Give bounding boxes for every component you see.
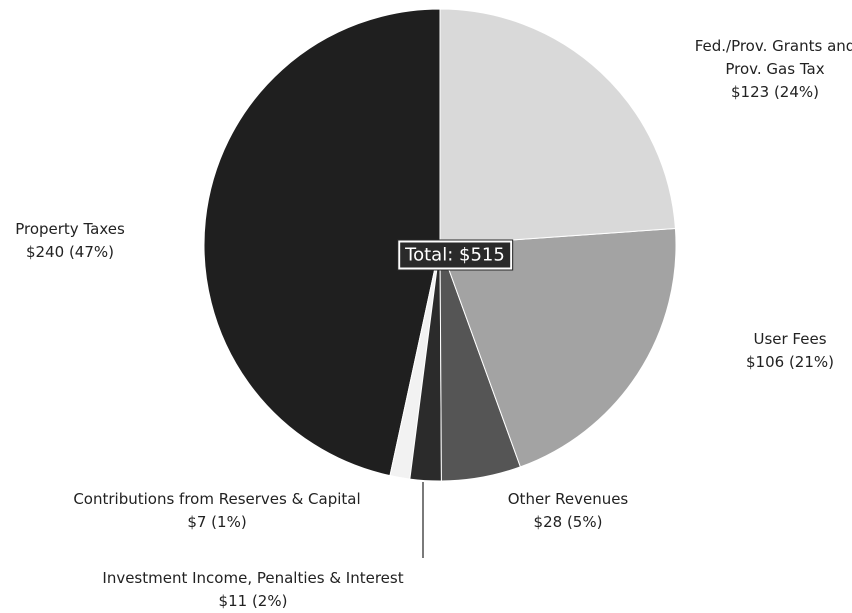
value-label: $7 (1%) (187, 513, 247, 531)
category-label: Fed./Prov. Grants and Prov. Gas Tax (694, 37, 852, 78)
slice-label: Investment Income, Penalties & Interest $… (63, 567, 443, 613)
category-label: Property Taxes (15, 220, 125, 238)
slice-label: Fed./Prov. Grants and Prov. Gas Tax $123 … (690, 35, 852, 104)
value-label: $240 (47%) (26, 243, 114, 261)
slice-label: Other Revenues $28 (5%) (468, 488, 668, 534)
value-label: $106 (21%) (746, 353, 834, 371)
slice-label: User Fees $106 (21%) (720, 328, 852, 374)
value-label: $28 (5%) (533, 513, 603, 531)
pie-slice (203, 8, 441, 477)
category-label: Investment Income, Penalties & Interest (102, 569, 404, 587)
slice-label: Contributions from Reserves & Capital $7 … (37, 488, 397, 534)
value-label: $123 (24%) (731, 83, 819, 101)
slice-label: Property Taxes $240 (47%) (0, 218, 150, 264)
total-annotation: Total: $515 (397, 239, 513, 271)
value-label: $11 (2%) (218, 592, 288, 610)
pie-slice (439, 8, 676, 246)
category-label: Other Revenues (507, 490, 629, 508)
category-label: Contributions from Reserves & Capital (73, 490, 361, 508)
pie-slice (439, 227, 677, 468)
category-label: User Fees (753, 330, 827, 348)
